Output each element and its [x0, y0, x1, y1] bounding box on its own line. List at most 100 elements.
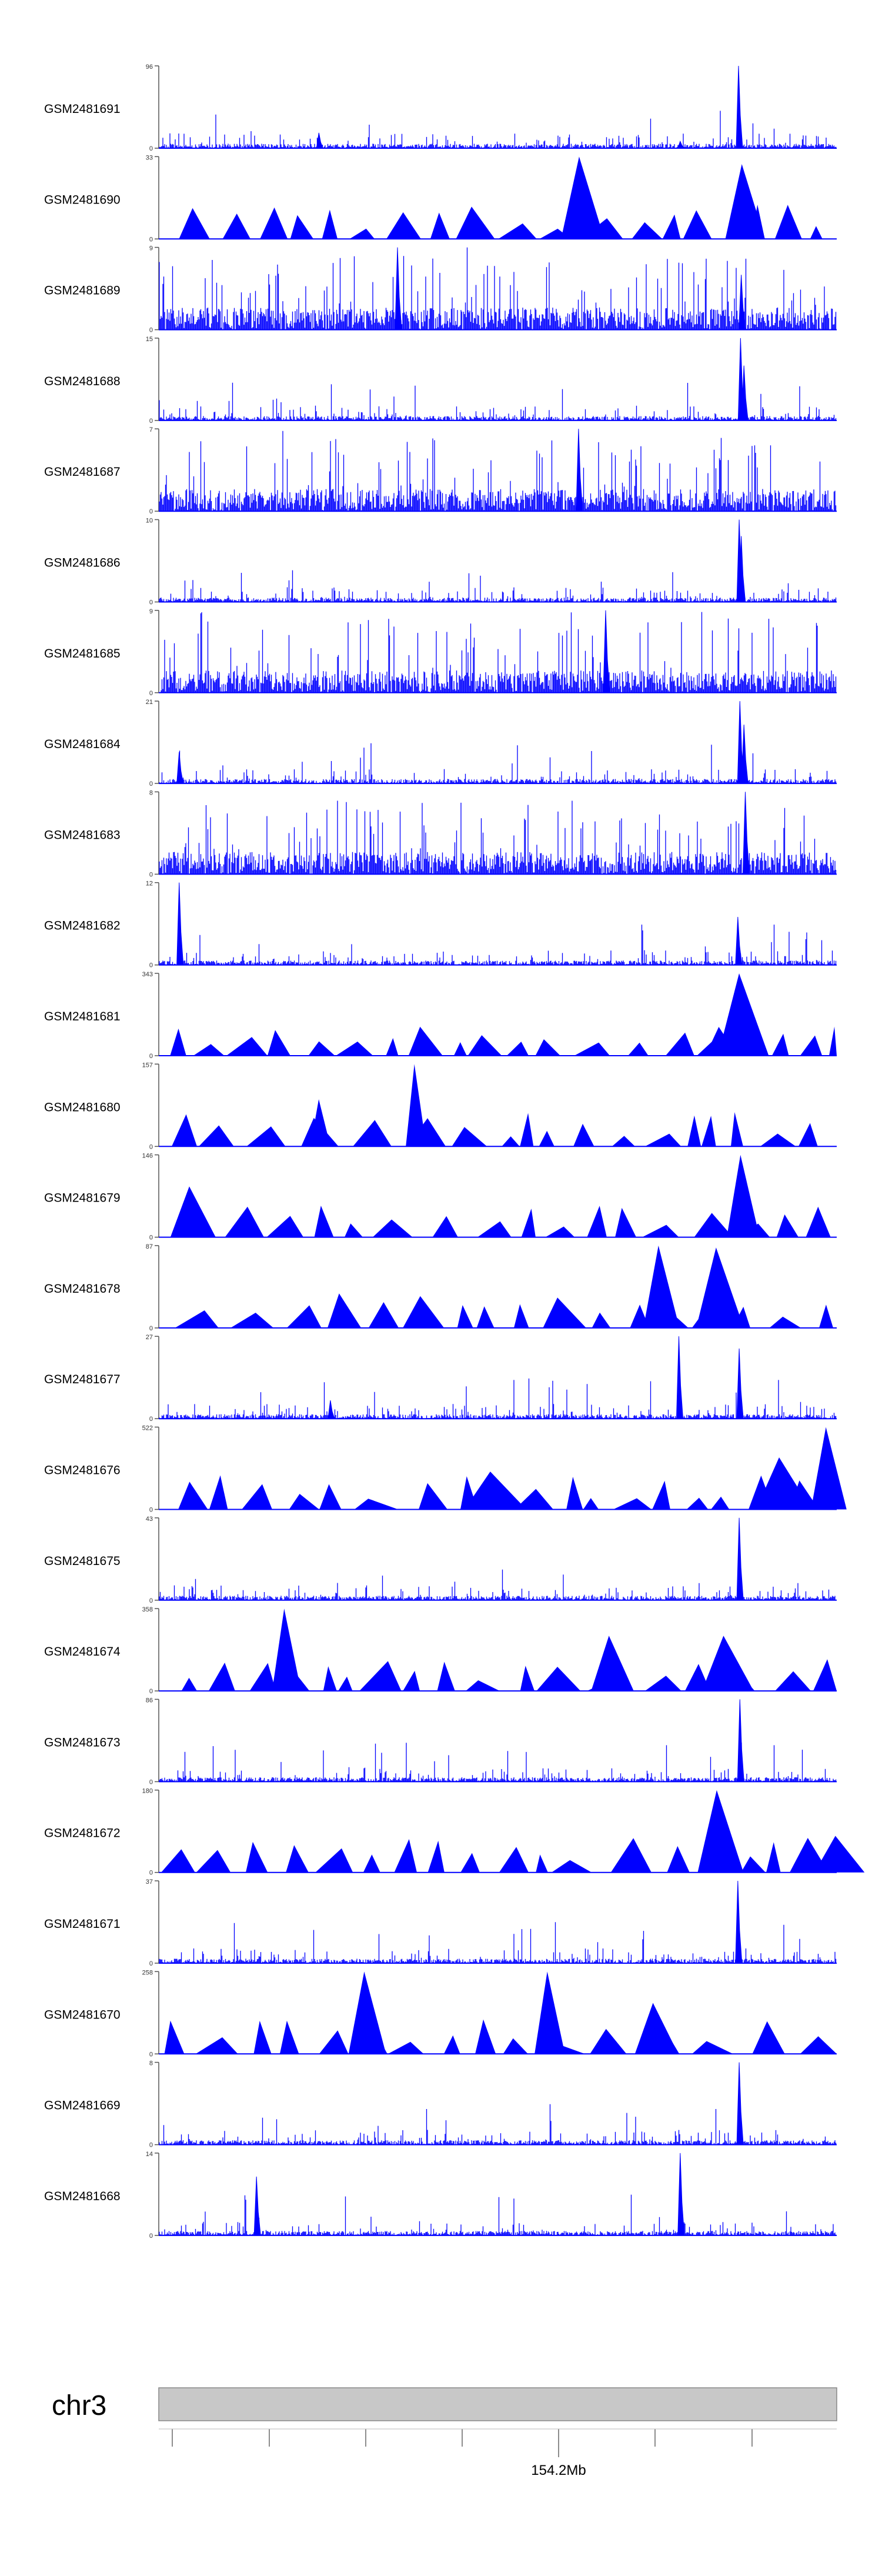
y-tick-label-max: 146	[142, 1153, 153, 1160]
y-tick-label-max: 7	[149, 426, 153, 433]
y-tick-label-zero: 0	[149, 1053, 153, 1060]
signal-peak	[561, 156, 604, 239]
signal-area	[161, 1838, 829, 1873]
track-GSM2481675: GSM2481675 43 0	[44, 1516, 837, 1604]
signal-bars	[159, 382, 837, 421]
track-GSM2481672: GSM2481672 180 0	[44, 1788, 865, 1877]
track-GSM2481689: GSM2481689 9 0	[44, 245, 837, 334]
y-tick-label-max: 157	[142, 1062, 153, 1069]
track-label: GSM2481679	[44, 1192, 121, 1205]
signal-peak	[735, 916, 743, 966]
track-label: GSM2481681	[44, 1010, 121, 1023]
signal-area	[173, 1206, 831, 1237]
track-GSM2481680: GSM2481680 157 0	[44, 1062, 837, 1150]
track-GSM2481670: GSM2481670 258 0	[44, 1969, 837, 2058]
track-label: GSM2481687	[44, 465, 121, 479]
y-tick-label-zero: 0	[149, 327, 153, 334]
track-label: GSM2481674	[44, 1645, 121, 1659]
track-panel: GSM2481691960GSM2481690330GSM248168990GS…	[44, 64, 865, 2240]
track-GSM2481677: GSM2481677 27 0	[44, 1334, 837, 1423]
chromosome-bar	[158, 2387, 837, 2421]
track-GSM2481688: GSM2481688 15 0	[44, 336, 837, 425]
track-GSM2481685: GSM2481685 9 0	[44, 608, 837, 697]
signal-peak	[310, 1099, 330, 1147]
y-tick-label-zero: 0	[149, 1870, 153, 1877]
track-label: GSM2481688	[44, 375, 121, 388]
signal-peak	[737, 1699, 744, 1782]
track-GSM2481669: GSM2481669 8 0	[44, 2060, 837, 2149]
signal-peak	[735, 1880, 743, 1964]
signal-peak	[348, 1971, 386, 2054]
signal-peak	[395, 247, 402, 331]
track-label: GSM2481675	[44, 1554, 121, 1568]
chromosome-ticks	[159, 2428, 837, 2457]
track-label: GSM2481672	[44, 1827, 121, 1840]
y-tick-label-zero: 0	[149, 1778, 153, 1786]
y-tick-label-max: 522	[142, 1425, 153, 1432]
signal-peak	[756, 1457, 811, 1510]
y-tick-label-zero: 0	[149, 418, 153, 425]
y-tick-label-zero: 0	[149, 780, 153, 788]
y-tick-label-zero: 0	[149, 2051, 153, 2058]
y-tick-label-max: 87	[146, 1243, 153, 1250]
signal-peak	[741, 365, 749, 421]
signal-peak	[576, 429, 583, 512]
y-tick-label-max: 43	[146, 1516, 153, 1523]
signal-peak	[705, 1027, 738, 1056]
signal-bars	[159, 743, 837, 784]
signal-bars	[159, 431, 837, 512]
track-GSM2481687: GSM2481687 7 0	[44, 426, 837, 515]
signal-peak	[176, 882, 184, 966]
track-GSM2481686: GSM2481686 10 0	[44, 518, 837, 606]
signal-peak	[811, 1427, 847, 1510]
y-tick-label-zero: 0	[149, 145, 153, 152]
signal-peak	[176, 752, 184, 784]
track-label: GSM2481677	[44, 1373, 121, 1386]
y-tick-label-zero: 0	[149, 1234, 153, 1242]
y-tick-label-max: 86	[146, 1697, 153, 1704]
signal-peak	[406, 1064, 426, 1147]
track-GSM2481668: GSM2481668 14 0	[44, 2151, 837, 2240]
track-GSM2481678: GSM2481678 87 0	[44, 1243, 837, 1332]
y-tick-label-max: 258	[142, 1969, 153, 1976]
y-tick-label-max: 358	[142, 1606, 153, 1613]
y-tick-label-max: 9	[149, 608, 153, 615]
signal-peak	[739, 275, 746, 331]
signal-bars	[159, 111, 837, 148]
track-GSM2481676: GSM2481676 522 0	[44, 1425, 847, 1514]
y-tick-label-zero: 0	[149, 1507, 153, 1514]
y-tick-label-max: 343	[142, 971, 153, 978]
y-tick-label-zero: 0	[149, 1325, 153, 1332]
y-tick-label-max: 21	[146, 699, 153, 706]
signal-bars	[159, 1378, 837, 1419]
y-tick-label-zero: 0	[149, 599, 153, 606]
signal-bars	[159, 1743, 837, 1782]
signal-peak	[677, 2153, 685, 2236]
signal-peak	[742, 792, 750, 875]
signal-bars	[159, 2104, 837, 2145]
signal-peak	[718, 973, 769, 1056]
y-tick-label-max: 8	[149, 2060, 153, 2067]
y-tick-label-zero: 0	[149, 2233, 153, 2240]
track-label: GSM2481669	[44, 2099, 121, 2113]
signal-bars	[159, 247, 837, 330]
y-tick-label-zero: 0	[149, 962, 153, 969]
chromosome-label: chr3	[52, 2390, 106, 2421]
track-label: GSM2481683	[44, 828, 121, 842]
signal-peak	[643, 1245, 680, 1328]
signal-area	[179, 205, 823, 239]
y-tick-label-max: 15	[146, 336, 153, 343]
signal-area	[181, 1659, 837, 1691]
signal-peak	[534, 1971, 565, 2054]
track-label: GSM2481682	[44, 919, 121, 933]
signal-bars	[159, 2194, 837, 2235]
signal-peak	[253, 2176, 261, 2236]
signal-peak	[697, 1790, 744, 1873]
track-GSM2481683: GSM2481683 8 0	[44, 789, 837, 878]
track-label: GSM2481691	[44, 102, 121, 116]
y-tick-label-max: 14	[146, 2151, 153, 2158]
signal-peak	[725, 164, 765, 239]
track-label: GSM2481686	[44, 556, 121, 570]
signal-area	[164, 2019, 837, 2054]
signal-peak	[727, 1154, 760, 1237]
